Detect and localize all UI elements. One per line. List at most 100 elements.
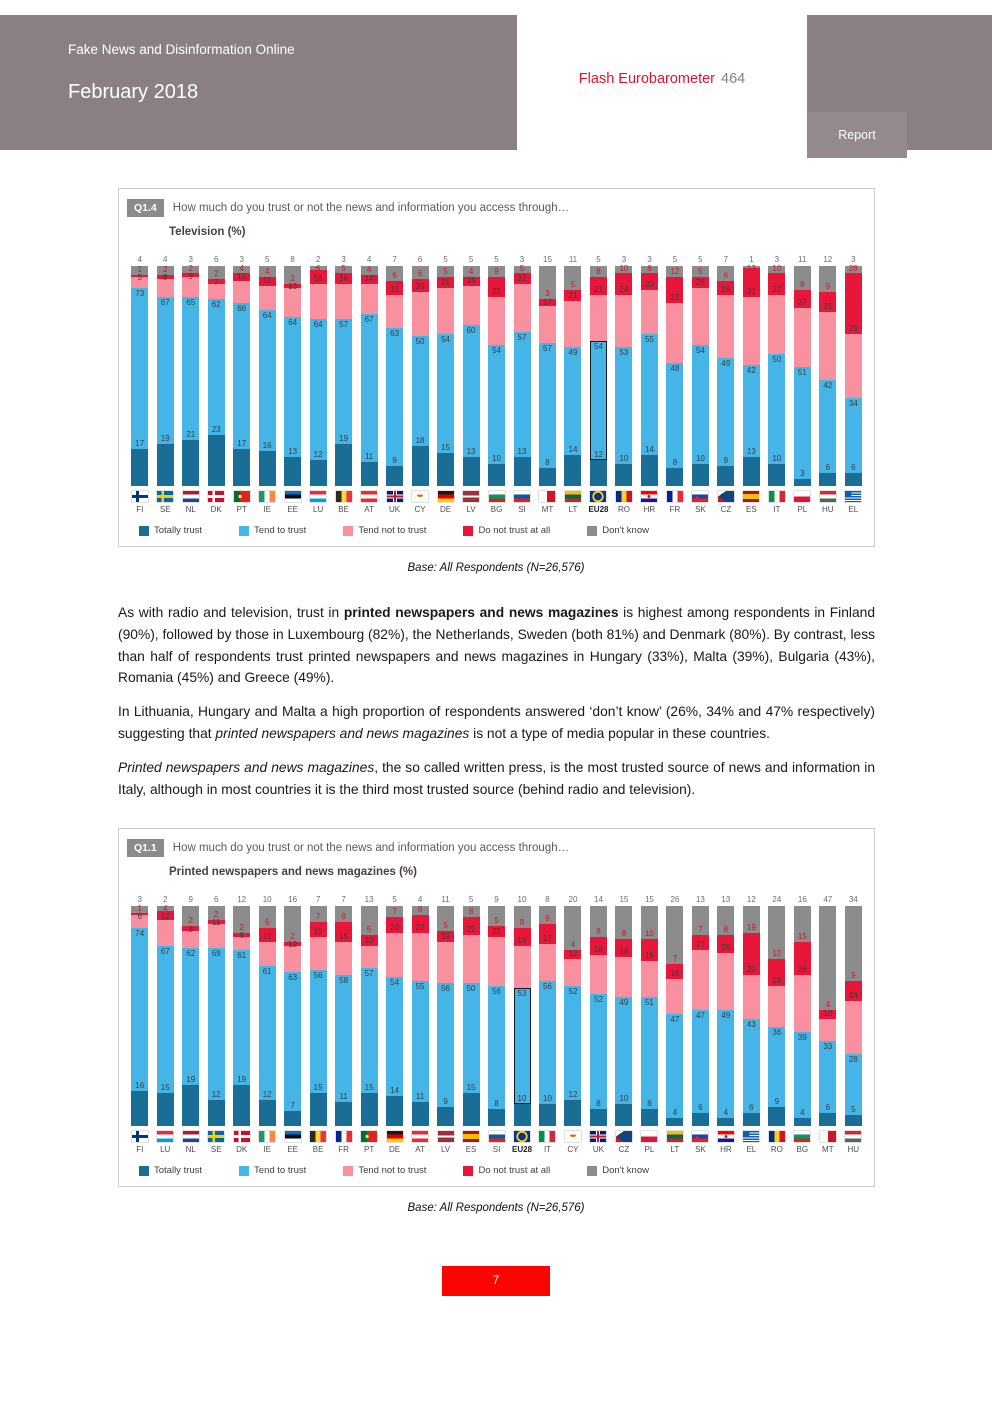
segment-totally-trust	[309, 1093, 327, 1127]
value-label: 6	[851, 462, 856, 472]
value-label: 5	[341, 263, 346, 273]
bar-column-si: 9 5 22 56 8 SI	[484, 880, 509, 1156]
segment-do-not-trust	[819, 292, 837, 313]
value-label: 16	[313, 273, 323, 283]
value-label: 4	[672, 1107, 678, 1117]
legend-item: Tend to trust	[239, 525, 306, 536]
value-label: 22	[415, 922, 425, 932]
country-label: HU	[822, 505, 834, 514]
country-label: SI	[492, 1145, 501, 1155]
segment-tend-to-trust	[284, 972, 302, 1111]
segment-tend-not-to-trust	[691, 288, 709, 346]
country-label: UK	[592, 1145, 605, 1155]
value-label: 15	[313, 927, 323, 937]
segment-dont-know	[284, 266, 302, 284]
segment-dont-know	[462, 906, 480, 918]
bar-column-ee: 8 2 13 64 13 EE	[280, 240, 305, 516]
segment-dont-know	[233, 906, 251, 933]
value-label: 3	[137, 895, 142, 905]
value-label: 5	[443, 255, 448, 264]
value-label: 6	[213, 895, 219, 905]
country-label: BG	[490, 505, 503, 514]
flag-fi-icon	[131, 491, 148, 502]
segment-do-not-trust	[717, 281, 735, 295]
flag-at-icon	[361, 491, 378, 502]
value-label: 9	[392, 456, 397, 466]
segment-totally-trust	[538, 1104, 556, 1127]
bar-column-be: 3 5 16 57 19 BE	[331, 240, 356, 516]
segment-do-not-trust	[156, 274, 174, 280]
value-label: 6	[749, 1103, 754, 1113]
flag-de-icon	[386, 1131, 403, 1143]
bar-column-cy: 20 4 12 52 12 CY	[560, 880, 585, 1156]
segment-tend-to-trust	[844, 397, 862, 473]
question-text: How much do you trust or not the news an…	[172, 842, 570, 855]
paragraph-2: In Lithuania, Hungary and Malta a high p…	[118, 701, 875, 745]
country-label: BE	[338, 505, 349, 514]
value-label: 6	[417, 269, 423, 279]
segment-tend-to-trust	[666, 362, 684, 469]
value-label: 16	[797, 895, 807, 905]
value-label: 18	[619, 946, 629, 956]
value-label: 12	[823, 255, 833, 264]
value-label: 7	[290, 1100, 295, 1110]
bar-column-lt: 11 5 21 49 14 LT	[560, 240, 585, 516]
value-label: 54	[441, 335, 450, 345]
bar-stack	[411, 266, 429, 486]
segment-do-not-trust	[207, 919, 225, 924]
value-label: 33	[823, 1041, 833, 1051]
value-label: 19	[186, 1074, 196, 1084]
segment-tend-to-trust	[666, 1014, 684, 1118]
value-label: 14	[364, 273, 374, 283]
value-label: 21	[594, 284, 603, 294]
value-label: 47	[695, 1010, 705, 1020]
flag-cz-icon	[615, 1131, 632, 1143]
bar-stack	[538, 906, 556, 1127]
country-label: IT	[543, 1145, 552, 1155]
value-label: 5	[468, 895, 474, 905]
country-label: EU28	[512, 1145, 533, 1155]
segment-tend-to-trust	[640, 334, 658, 456]
bar-stack	[666, 906, 684, 1127]
segment-dont-know	[844, 266, 862, 273]
value-label: 69	[211, 949, 221, 959]
bar-stack	[207, 266, 225, 486]
segment-tend-to-trust	[207, 948, 225, 1100]
value-label: 15	[390, 284, 400, 294]
question-text: How much do you trust or not the news an…	[172, 202, 570, 214]
segment-tend-not-to-trust	[437, 941, 455, 984]
segment-tend-not-to-trust	[538, 305, 556, 343]
segment-do-not-trust	[233, 932, 251, 938]
value-label: 56	[441, 984, 450, 994]
value-label: 31	[746, 286, 756, 296]
value-label: 65	[186, 297, 196, 307]
value-label: 13	[746, 263, 756, 273]
legend-label: Tend to trust	[254, 1165, 307, 1177]
bar-column-it: 3 10 27 50 10 IT	[764, 240, 789, 516]
legend-swatch-do-not-trust	[463, 525, 474, 536]
legend-label: Don't know	[602, 1165, 649, 1177]
bar-column-hu: 12 9 31 42 6 HU	[815, 240, 840, 516]
value-label: 9	[494, 895, 499, 905]
value-label: 5	[137, 273, 142, 283]
value-label: 12	[262, 1089, 272, 1099]
segment-do-not-trust	[589, 937, 607, 955]
legend-item: Do not trust at all	[463, 525, 550, 536]
segment-tend-not-to-trust	[819, 1018, 837, 1041]
value-label: 61	[262, 966, 272, 976]
segment-totally-trust	[742, 457, 760, 486]
value-label: 3	[851, 255, 856, 264]
document-date: February 2018	[68, 81, 199, 103]
legend-label: Do not trust at all	[478, 525, 551, 536]
country-label: SE	[210, 1145, 222, 1155]
value-label: 7	[392, 907, 397, 917]
segment-tend-not-to-trust	[666, 978, 684, 1015]
bar-column-lt: 26 7 16 47 4 LT	[662, 880, 687, 1156]
bar-stack	[589, 906, 607, 1127]
bar-stack	[564, 906, 582, 1127]
country-label: FI	[136, 1145, 144, 1155]
segment-tend-to-trust	[360, 314, 378, 462]
segment-totally-trust	[309, 459, 327, 486]
flag-si-icon	[514, 491, 530, 502]
legend-item: Do not trust at all	[463, 1165, 550, 1176]
